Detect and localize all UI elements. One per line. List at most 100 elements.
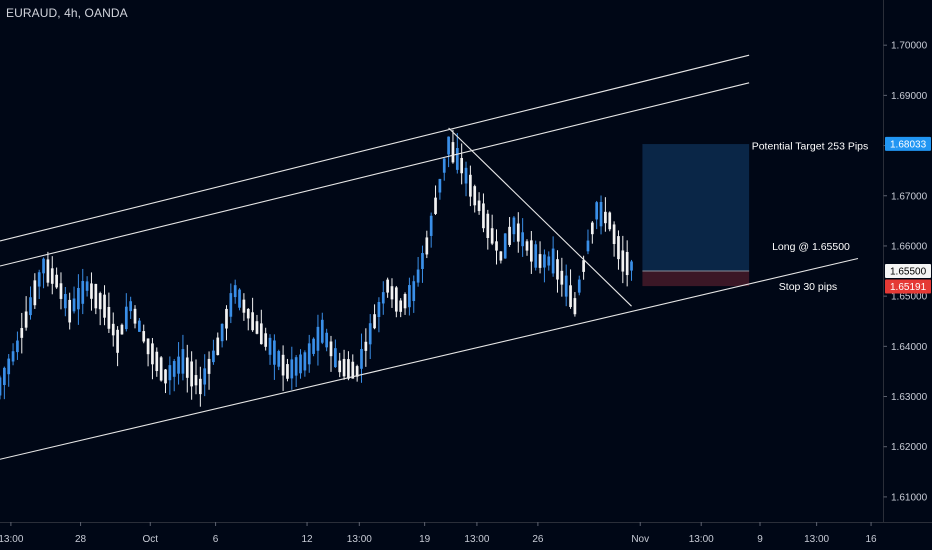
candle [386,277,389,298]
candle [512,216,516,243]
candle-body [212,350,215,363]
candle-body [63,294,67,309]
candle [495,229,498,265]
candle [534,240,538,271]
candle-body [268,337,272,355]
candle-body [342,358,346,377]
trendline-upper-channel-inner[interactable] [0,82,750,267]
time-axis[interactable]: 13:00 28 Oct 6 12 13:00 19 13:00 26 Nov 13:00 9 13:0… [0,522,932,545]
candle-body [577,279,581,293]
candle-body [442,158,446,173]
candle [604,197,607,232]
price-tick-label: 1.70000 [891,41,928,52]
candle-body [81,280,85,304]
candle [590,221,594,244]
candle-body [29,297,32,316]
candle [159,355,163,382]
candle-body [68,299,72,323]
candle-body [251,312,254,331]
candle [351,354,355,379]
annotations: Potential Target 253 Pips Long @ 1.65500 S… [752,141,869,294]
candle [281,345,285,391]
candle-body [477,200,481,212]
candle-body [303,352,307,371]
candle [599,195,603,235]
candle-body [325,332,328,348]
candle-body [599,201,603,227]
price-tick-label: 1.67000 [891,191,928,202]
candle-body [177,356,180,374]
candle [107,292,111,334]
candle [155,347,159,377]
time-tick-label: Nov [631,534,649,545]
time-tick-label: 13:00 [804,534,829,545]
price-tick-label: 1.64000 [891,342,928,353]
target-zone[interactable] [642,144,750,272]
candle [377,297,381,333]
candle-body [368,323,372,345]
candle [451,129,455,164]
candle-body [421,253,424,269]
trendlines[interactable] [0,54,859,460]
candle [560,257,564,297]
candle-body [77,287,80,310]
candle-body [3,367,6,386]
candle [168,356,172,395]
candle-body [307,343,311,365]
candle [447,136,450,168]
trendline-upper-channel-outer[interactable] [0,54,750,242]
candle-body [107,306,111,329]
candle-body [138,320,141,332]
candle-body [168,365,172,381]
candle-body [281,354,285,376]
candle-body [50,268,54,284]
candle [525,239,529,256]
candle-body [464,167,468,184]
candle [307,334,311,373]
candle [151,337,154,380]
candle-body [482,203,485,229]
price-tick-label: 1.65000 [891,292,928,303]
candle-body [373,314,376,329]
candle-body [20,328,24,338]
annotation-label: Stop 30 pips [779,281,837,293]
candle-body [194,375,198,386]
candle [368,314,372,360]
price-tick-label: 1.66000 [891,241,928,252]
candle [181,334,185,381]
candle-body [569,285,572,307]
candle-body [412,281,416,302]
candle-body [264,333,268,347]
candle-body [547,256,551,266]
candle [273,334,276,380]
candle [338,352,342,378]
candle-body [103,294,106,318]
time-tick-label: 9 [757,534,763,545]
candle [116,326,119,367]
candle [547,251,551,271]
candle-body [604,211,607,224]
candle [225,305,228,341]
candle-body [508,226,511,245]
candle-body [582,260,585,272]
candle [37,269,41,299]
candle [264,327,268,351]
candle-body [403,294,407,309]
candle [625,240,629,287]
trendline-descending-trendline[interactable] [448,127,632,307]
trendline-lower-channel[interactable] [0,257,859,460]
position-tool[interactable] [642,144,750,287]
candle-body [512,217,516,235]
candle [490,214,494,246]
price-tick-label: 1.61000 [891,492,928,503]
candle [347,351,350,381]
candle-body [347,359,350,379]
candle [373,304,376,330]
candle [320,312,324,345]
stop-zone[interactable] [642,271,750,287]
price-axis[interactable]: 1.700001.690001.680001.670001.660001.650… [883,0,932,522]
candle-body [259,323,263,345]
time-tick-label: 28 [75,534,87,545]
